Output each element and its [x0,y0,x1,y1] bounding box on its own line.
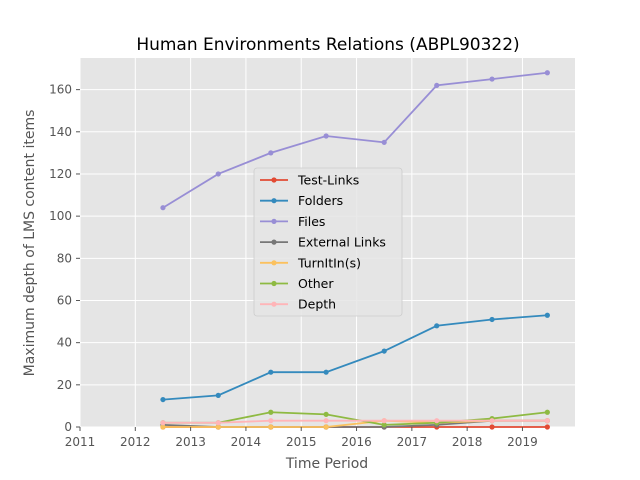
y-tick-label: 20 [57,378,72,392]
data-point-folders [268,369,274,375]
legend-label: TurnItIn(s) [297,255,361,270]
data-point-test-links [544,424,550,430]
data-point-folders [160,396,166,403]
y-tick-label: 40 [57,336,72,350]
data-point-turnitin-s [268,424,274,430]
x-tick-label: 2017 [397,435,428,449]
legend-entry: External Links [260,235,386,250]
data-point-other [268,409,274,415]
x-tick-label: 2013 [175,435,206,449]
data-point-folders [434,323,440,329]
series-line-depth [162,419,548,424]
legend-label: Other [298,276,334,291]
legend-entry: Folders [260,193,343,208]
x-axis-label: Time Period [285,456,368,472]
legend-label: Files [298,214,325,229]
data-point-files [268,150,274,156]
data-point-folders [489,316,495,323]
legend-entry: TurnItIn(s) [260,255,361,270]
y-tick-label: 100 [49,209,72,223]
data-point-other [381,422,387,428]
data-point-folders [381,348,387,354]
legend-label: Test-Links [297,173,359,188]
legend-marker [271,239,277,245]
data-point-files [323,133,329,139]
data-point-files [434,82,440,89]
data-point-depth [489,418,495,424]
legend-label: External Links [298,235,386,250]
y-tick-label: 80 [57,251,72,265]
legend-marker [271,198,277,204]
legend-marker [271,280,277,287]
data-point-depth [381,418,387,424]
y-tick-label: 0 [64,420,72,434]
data-point-other [544,409,550,415]
x-tick-label: 2014 [231,435,262,449]
data-point-folders [215,392,221,398]
y-tick-label: 60 [57,293,72,307]
series-depth [160,418,550,426]
data-point-depth [215,420,221,426]
data-point-files [215,171,221,177]
series-line-folders [162,314,548,401]
data-point-depth [544,418,550,424]
chart-title: Human Environments Relations (ABPL90322) [136,35,519,55]
series-files [160,70,550,211]
data-point-folders [323,369,329,375]
data-point-files [381,139,387,145]
data-point-test-links [489,424,495,430]
y-tick-label: 120 [49,167,72,181]
y-tick-label: 140 [49,125,72,139]
legend-label: Folders [298,193,343,208]
data-point-depth [268,418,274,424]
x-tick-label: 2012 [120,435,151,449]
x-axis: 2011 2012 2013 2014 2015 2016 2017 2018 2019 [65,427,538,449]
x-tick-label: 2011 [65,435,96,449]
legend-box [253,167,403,317]
x-tick-label: 2015 [286,435,317,449]
legend: Test-Links Folders Files External Links Turn… [253,167,403,317]
legend-entry: Files [260,214,325,229]
data-point-other [323,411,329,417]
legend-marker [271,218,277,224]
y-axis: 0 20 40 60 80 100 120 140 160 [49,83,80,434]
legend-marker [271,260,277,266]
x-tick-label: 2019 [507,435,538,449]
series-line-other [162,411,548,426]
legend-entry: Test-Links [260,173,359,188]
series-layer [160,70,550,430]
data-point-files [160,205,166,211]
data-point-turnitin-s [215,424,221,430]
y-axis-label: Maximum depth of LMS content items [22,110,38,377]
legend-marker [271,301,277,307]
y-tick-label: 160 [49,83,72,97]
series-folders [160,312,550,403]
data-point-turnitin-s [323,424,329,430]
data-point-depth [160,420,166,426]
data-point-depth [434,418,440,424]
data-point-depth [323,418,329,424]
x-tick-label: 2018 [452,435,483,449]
data-point-folders [544,312,550,318]
data-point-turnitin-s [160,424,166,430]
data-point-files [489,76,495,82]
legend-entry: Other [260,276,334,291]
legend-entry: Depth [260,297,336,312]
legend-marker [271,177,277,183]
legend-label: Depth [298,297,336,312]
data-point-files [544,70,550,76]
series-line-files [162,71,548,209]
x-tick-label: 2016 [341,435,372,449]
